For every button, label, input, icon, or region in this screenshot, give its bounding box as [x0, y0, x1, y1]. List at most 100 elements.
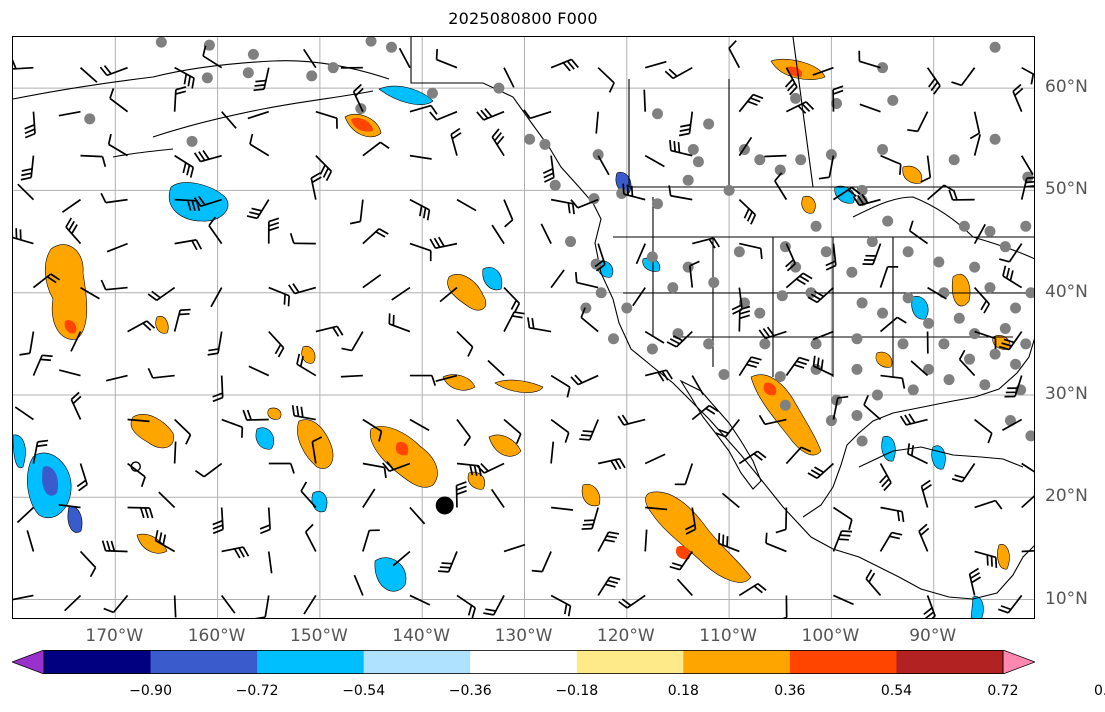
station-dot	[887, 94, 899, 106]
station-dot	[733, 246, 745, 258]
negative-area	[378, 85, 434, 105]
station-dot	[790, 92, 802, 104]
wind-barb	[26, 530, 35, 552]
wind-barb	[127, 418, 150, 423]
wind-barb	[456, 198, 477, 212]
wind-barb	[644, 529, 648, 552]
station-dot	[877, 307, 889, 319]
wind-barb	[100, 192, 128, 204]
station-dot	[621, 302, 633, 314]
wind-barb	[210, 287, 223, 308]
wind-barb	[597, 458, 626, 471]
station-dot	[667, 282, 679, 294]
point-markers	[130, 461, 454, 515]
wind-barb	[951, 463, 976, 483]
colorbar-tick-label: −0.18	[555, 683, 599, 699]
lon-tick-label: 160°W	[187, 626, 246, 646]
station-dot	[306, 70, 318, 82]
wind-barb	[476, 462, 505, 474]
positive-area	[675, 545, 691, 560]
wind-barb	[644, 154, 665, 168]
station-dot	[386, 41, 398, 53]
wind-barb	[503, 286, 521, 314]
station-dot	[902, 292, 914, 304]
colorbar-tick-label: 0.72	[987, 683, 1019, 699]
wind-barb	[80, 286, 100, 300]
station-dot	[969, 261, 981, 273]
station-dot	[754, 307, 766, 319]
wind-barb	[362, 488, 376, 508]
wind-barb	[20, 155, 35, 181]
wind-barb	[456, 594, 477, 618]
wind-barb	[221, 546, 250, 559]
station-dot	[708, 276, 720, 288]
field-contours	[13, 58, 1011, 618]
wind-barb	[570, 198, 599, 209]
wind-barb	[999, 243, 1023, 263]
station-dot	[703, 338, 715, 350]
wind-barb	[173, 86, 187, 112]
positive-area	[447, 274, 487, 311]
wind-barb	[807, 286, 835, 304]
wind-barb	[635, 243, 646, 265]
wind-barb	[70, 391, 82, 420]
station-dot	[979, 379, 991, 391]
wind-barb	[304, 523, 317, 552]
station-dot	[524, 133, 536, 145]
wind-barb	[362, 529, 380, 552]
station-dot	[651, 108, 663, 120]
positive-area	[801, 195, 816, 214]
lat-tick-label: 20°N	[1045, 486, 1088, 507]
positive-area	[395, 441, 409, 456]
wind-barb	[927, 286, 947, 300]
wind-barbs	[13, 40, 1034, 618]
station-dot	[580, 302, 592, 314]
wind-barb	[174, 154, 195, 178]
wind-barb	[315, 110, 338, 129]
wind-barb	[254, 595, 270, 618]
wind-barb	[65, 217, 82, 245]
wind-barb	[289, 232, 316, 245]
wind-barb	[300, 481, 317, 509]
wind-barb	[106, 242, 128, 253]
station-dot	[365, 37, 377, 47]
wind-barb	[107, 133, 129, 157]
wind-barb	[259, 507, 271, 535]
wind-barb	[14, 406, 34, 421]
wind-barb	[973, 287, 991, 314]
wind-barb	[669, 139, 693, 157]
wind-barb	[221, 111, 237, 129]
wind-barb	[100, 279, 128, 291]
wind-barb	[574, 271, 599, 289]
wind-barb	[721, 492, 740, 509]
station-dot	[646, 343, 658, 355]
lon-tick-label: 110°W	[699, 626, 757, 646]
wind-barb	[527, 317, 552, 333]
wind-barb	[728, 40, 741, 69]
negative-area	[970, 596, 984, 618]
wind-barb	[79, 67, 98, 83]
wind-barb	[303, 594, 317, 615]
wind-barb	[61, 198, 82, 213]
positive-area	[750, 374, 822, 456]
wind-barb	[79, 550, 97, 578]
positive-area	[64, 320, 77, 334]
map-title: 2025080800 F000	[448, 9, 598, 28]
station-dot	[882, 215, 894, 227]
map-canvas	[13, 37, 1034, 618]
wind-barb	[908, 220, 929, 245]
wind-barb	[859, 103, 881, 113]
wind-barb	[968, 567, 982, 596]
positive-area	[301, 345, 316, 364]
positive-area	[997, 544, 1010, 570]
station-dot	[933, 256, 945, 268]
wind-barb	[689, 260, 700, 288]
negative-area	[255, 427, 275, 450]
wind-barb	[127, 462, 146, 488]
wind-barb	[1021, 66, 1034, 85]
colorbar-tick-label: −0.72	[235, 683, 279, 699]
wind-barb	[268, 286, 291, 307]
wind-barb	[32, 354, 53, 376]
wind-barb	[879, 316, 907, 333]
wind-barb	[429, 110, 458, 121]
